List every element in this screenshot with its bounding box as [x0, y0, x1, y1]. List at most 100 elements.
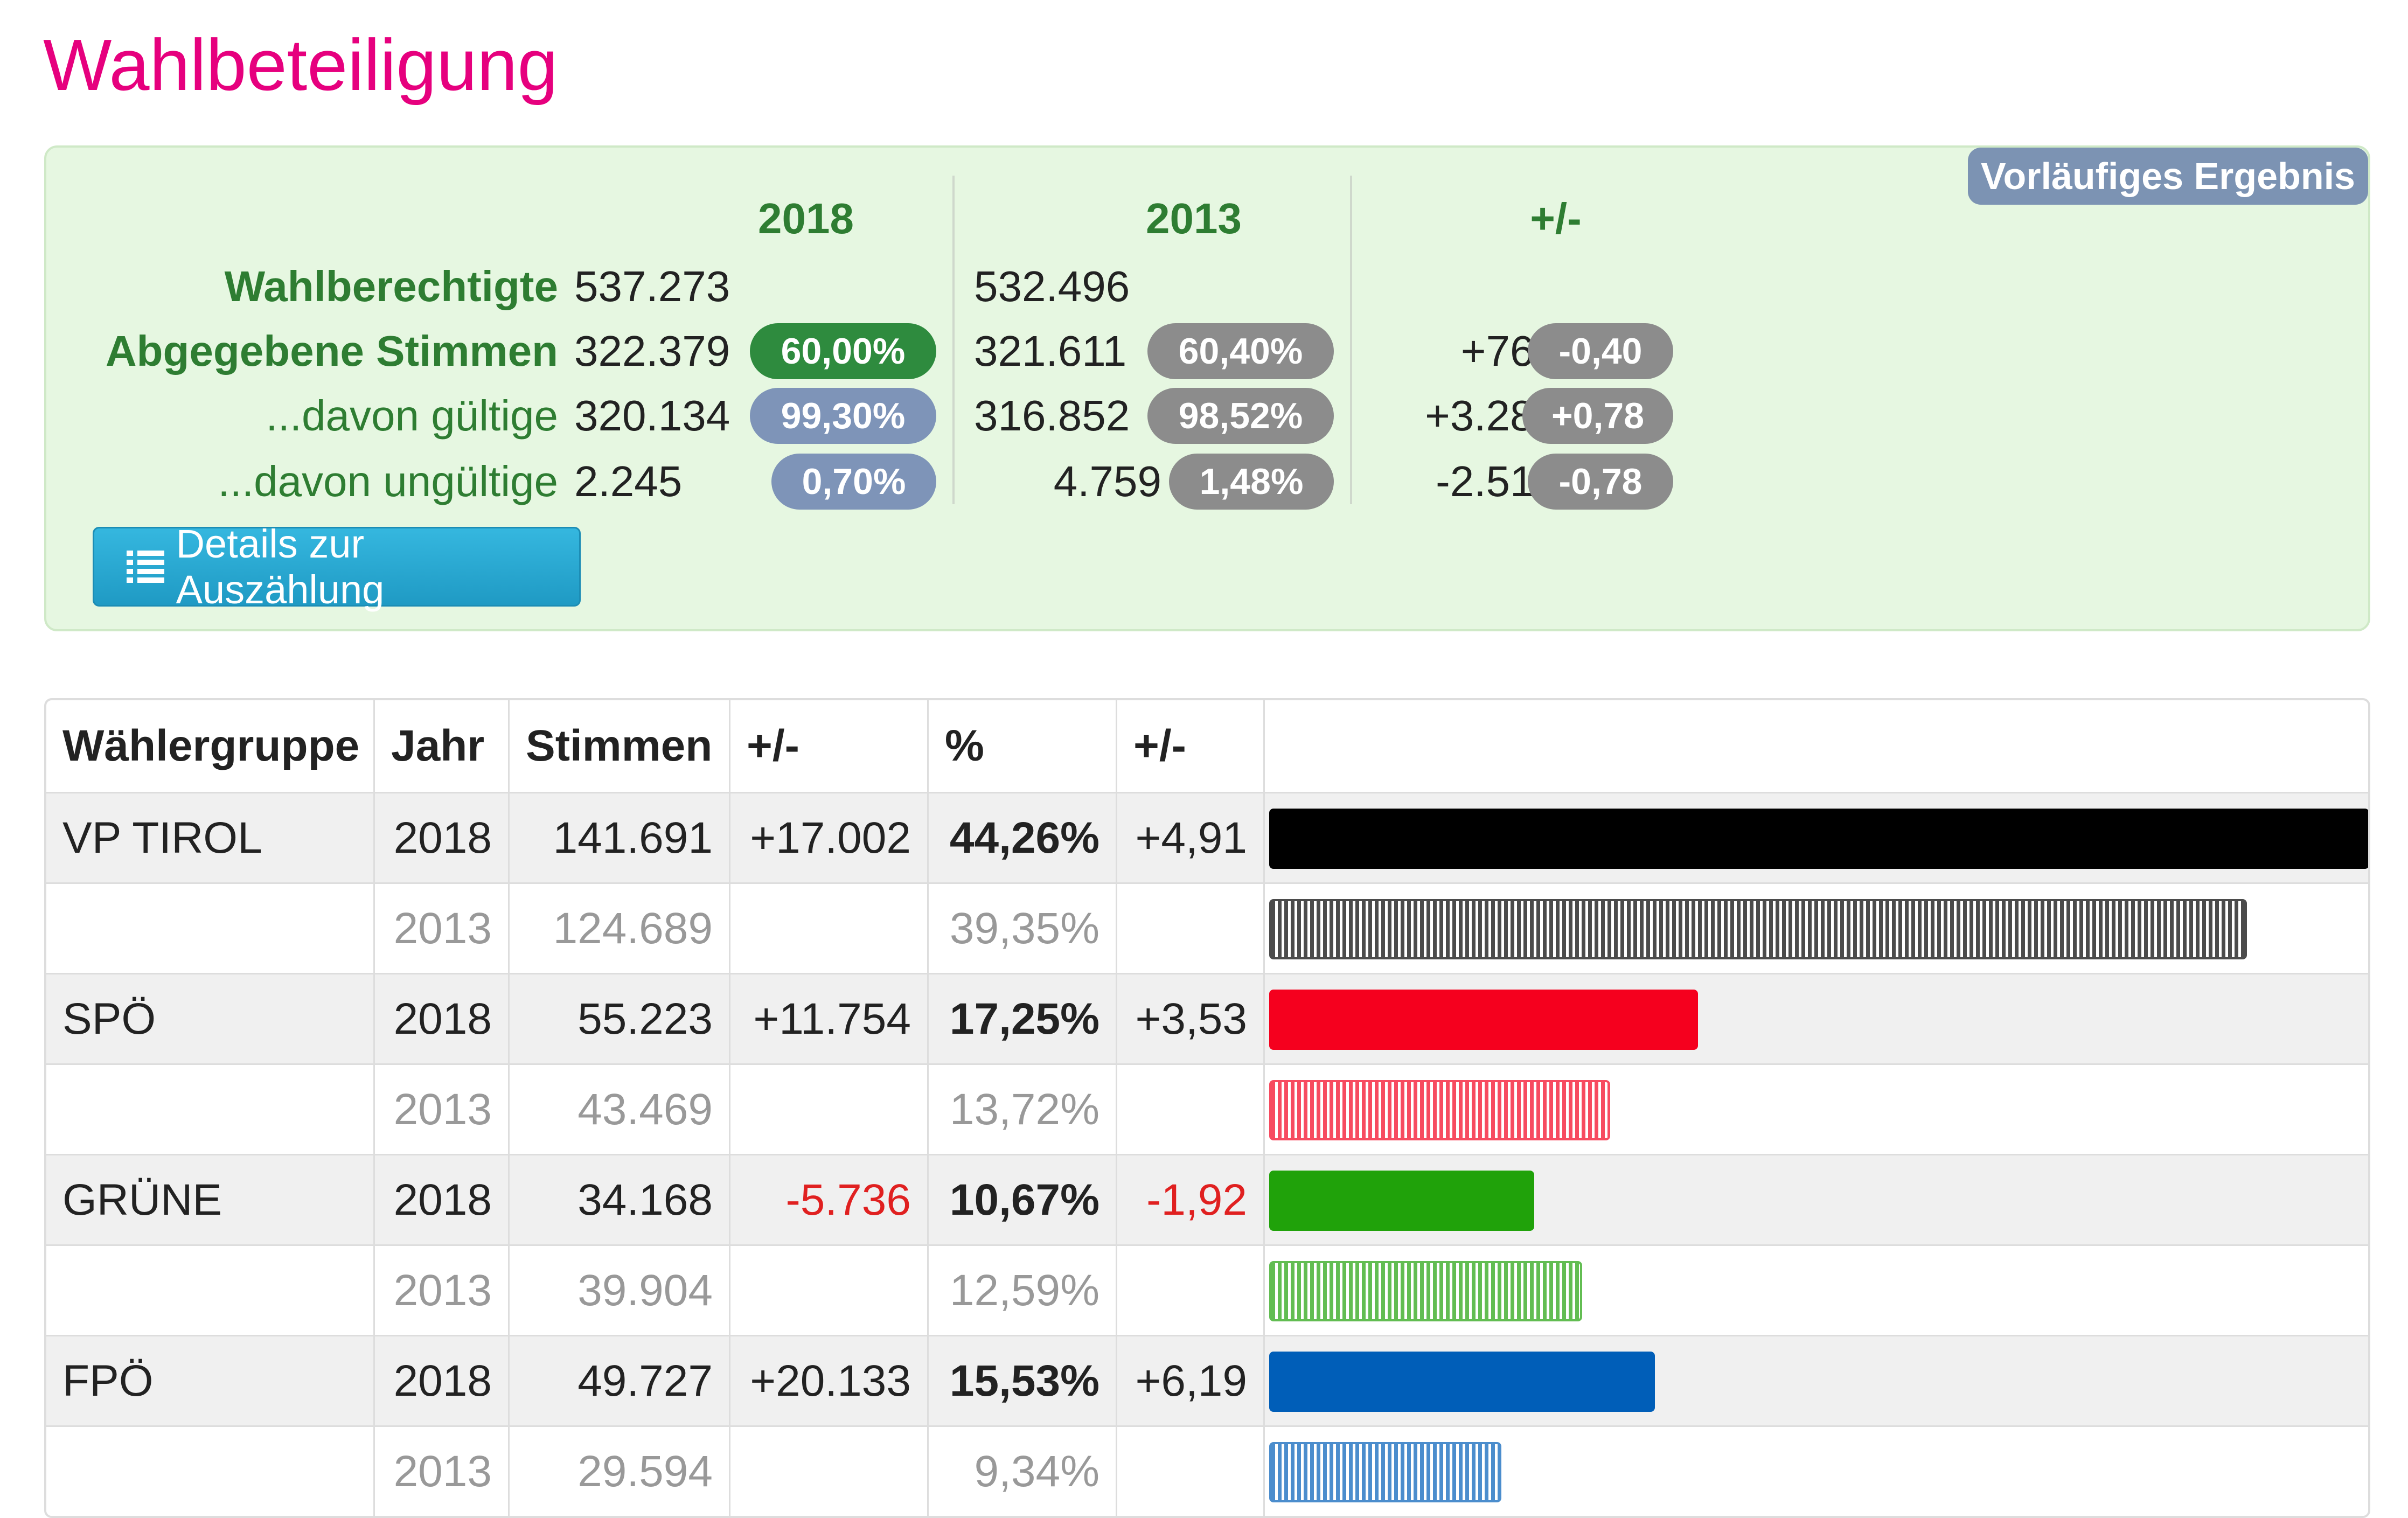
column-divider — [952, 176, 955, 504]
votes-diff-cell — [730, 1244, 929, 1335]
table-row: SPÖ 2018 55.223 +11.754 17,25% +3,53 — [46, 973, 2368, 1063]
preliminary-result-badge: Vorläufiges Ergebnis — [1968, 148, 2368, 205]
percent-cell: 12,59% — [929, 1244, 1117, 1335]
header-2013: 2013 — [1146, 194, 1242, 242]
valid-2018-percent: 99,30% — [750, 388, 936, 444]
votes-cell: 39.904 — [510, 1244, 730, 1335]
col-year[interactable]: Jahr — [375, 700, 510, 792]
valid-diff-percent: +0,78 — [1522, 388, 1673, 444]
invalid-2013-percent: 1,48% — [1169, 454, 1334, 510]
col-percent[interactable]: % — [929, 700, 1117, 792]
table-row: 2013 43.469 13,72% — [46, 1063, 2368, 1154]
result-bar-2013 — [1269, 1080, 1610, 1140]
votes-cell: 124.689 — [510, 882, 730, 973]
votes-diff-cell — [730, 1425, 929, 1516]
table-row: 2013 124.689 39,35% — [46, 882, 2368, 973]
col-bar — [1265, 700, 2368, 792]
percent-cell: 9,34% — [929, 1425, 1117, 1516]
table-row: 2013 29.594 9,34% — [46, 1425, 2368, 1516]
bar-cell — [1265, 1335, 2368, 1425]
votes-cell: 29.594 — [510, 1425, 730, 1516]
votes-cell: 43.469 — [510, 1063, 730, 1154]
details-counting-button[interactable]: Details zur Auszählung — [93, 521, 581, 612]
valid-2013-percent: 98,52% — [1147, 388, 1334, 444]
col-votes-diff[interactable]: +/- — [730, 700, 929, 792]
party-name — [46, 1063, 375, 1154]
bar-cell — [1265, 882, 2368, 973]
party-name — [46, 1425, 375, 1516]
year-cell: 2018 — [375, 792, 510, 882]
label-cast-votes: Abgegebene Stimmen — [105, 327, 558, 375]
table-row: GRÜNE 2018 34.168 -5.736 10,67% -1,92 — [46, 1154, 2368, 1244]
votes-diff-cell — [730, 882, 929, 973]
label-valid-votes: ...davon gültige — [266, 392, 558, 440]
cast-diff-percent: -0,40 — [1528, 323, 1673, 379]
bar-cell — [1265, 1244, 2368, 1335]
result-bar-2013 — [1269, 1261, 1582, 1321]
percent-cell: 15,53% — [929, 1335, 1117, 1425]
list-icon — [127, 551, 164, 583]
percent-diff-cell: +3,53 — [1117, 973, 1265, 1063]
votes-diff-cell: -5.736 — [730, 1154, 929, 1244]
votes-cell: 55.223 — [510, 973, 730, 1063]
party-name: SPÖ — [46, 973, 375, 1063]
bar-cell — [1265, 973, 2368, 1063]
header-2018: 2018 — [758, 194, 854, 242]
details-button-label: Details zur Auszählung — [176, 521, 385, 612]
result-bar-2018 — [1269, 990, 1698, 1050]
invalid-2018-percent: 0,70% — [771, 454, 936, 510]
label-eligible: Wahlberechtigte — [224, 262, 558, 310]
results-table: Wählergruppe Jahr Stimmen +/- % +/- VP T… — [44, 698, 2370, 1518]
cast-2018-percent: 60,00% — [750, 323, 936, 379]
result-bar-2018 — [1269, 809, 2368, 869]
party-name: FPÖ — [46, 1335, 375, 1425]
eligible-2018: 537.273 — [574, 262, 730, 310]
label-invalid-votes: ...davon ungültige — [218, 457, 558, 505]
votes-diff-cell: +17.002 — [730, 792, 929, 882]
votes-diff-cell — [730, 1063, 929, 1154]
col-percent-diff[interactable]: +/- — [1117, 700, 1265, 792]
percent-cell: 17,25% — [929, 973, 1117, 1063]
result-bar-2013 — [1269, 899, 2247, 959]
year-cell: 2013 — [375, 1244, 510, 1335]
percent-diff-cell: -1,92 — [1117, 1154, 1265, 1244]
bar-cell — [1265, 1154, 2368, 1244]
col-votes[interactable]: Stimmen — [510, 700, 730, 792]
header-diff: +/- — [1530, 194, 1582, 242]
year-cell: 2018 — [375, 1154, 510, 1244]
valid-2018: 320.134 — [574, 392, 730, 440]
party-name — [46, 882, 375, 973]
year-cell: 2013 — [375, 1425, 510, 1516]
party-name: VP TIROL — [46, 792, 375, 882]
invalid-2018: 2.245 — [574, 457, 683, 505]
result-bar-2013 — [1269, 1442, 1501, 1502]
year-cell: 2018 — [375, 973, 510, 1063]
votes-cell: 141.691 — [510, 792, 730, 882]
cast-2018: 322.379 — [574, 327, 730, 375]
percent-diff-cell: +6,19 — [1117, 1335, 1265, 1425]
percent-cell: 13,72% — [929, 1063, 1117, 1154]
table-row: FPÖ 2018 49.727 +20.133 15,53% +6,19 — [46, 1335, 2368, 1425]
cast-2013-percent: 60,40% — [1147, 323, 1334, 379]
col-voter-group[interactable]: Wählergruppe — [46, 700, 375, 792]
percent-diff-cell: +4,91 — [1117, 792, 1265, 882]
cast-2013: 321.611 — [974, 327, 1127, 375]
year-cell: 2013 — [375, 1063, 510, 1154]
bar-cell — [1265, 1425, 2368, 1516]
year-cell: 2018 — [375, 1335, 510, 1425]
percent-cell: 44,26% — [929, 792, 1117, 882]
table-row: 2013 39.904 12,59% — [46, 1244, 2368, 1335]
votes-cell: 49.727 — [510, 1335, 730, 1425]
result-bar-2018 — [1269, 1352, 1655, 1412]
votes-cell: 34.168 — [510, 1154, 730, 1244]
votes-diff-cell: +11.754 — [730, 973, 929, 1063]
year-cell: 2013 — [375, 882, 510, 973]
valid-2013: 316.852 — [974, 392, 1130, 440]
invalid-diff-percent: -0,78 — [1528, 454, 1673, 510]
percent-cell: 39,35% — [929, 882, 1117, 973]
table-row: VP TIROL 2018 141.691 +17.002 44,26% +4,91 — [46, 792, 2368, 882]
page-title: Wahlbeteiligung — [43, 24, 558, 106]
percent-diff-cell — [1117, 1244, 1265, 1335]
eligible-2013: 532.496 — [974, 262, 1130, 310]
column-divider — [1350, 176, 1352, 504]
